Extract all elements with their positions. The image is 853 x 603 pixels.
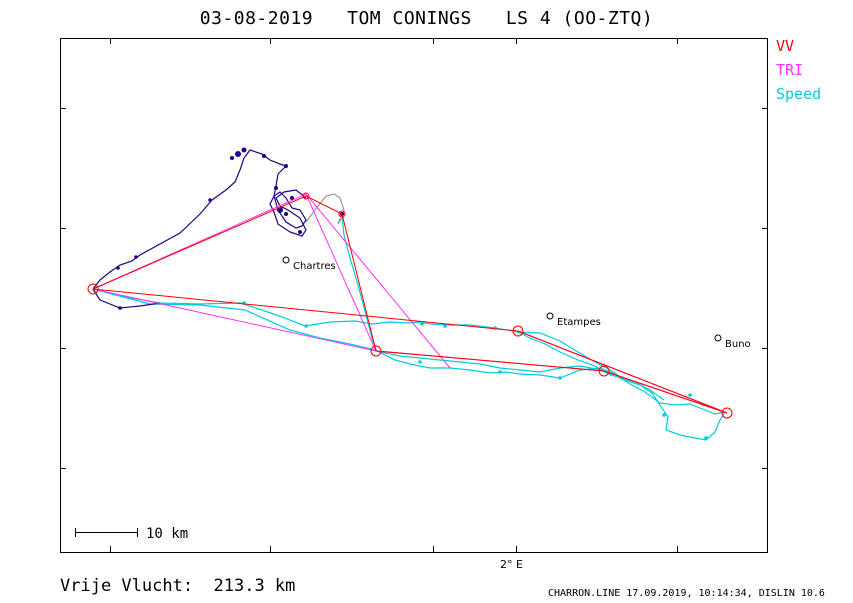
svg-text:Chartres: Chartres bbox=[293, 261, 336, 272]
legend-vv: VV bbox=[776, 37, 795, 55]
glide-track bbox=[305, 193, 345, 225]
speed-dots bbox=[242, 301, 708, 440]
climb-dots bbox=[116, 147, 344, 310]
longitude-label: 2° E bbox=[500, 558, 523, 571]
turnpoints bbox=[87, 192, 733, 419]
tri-route-diag bbox=[305, 193, 451, 369]
place-etampes: Etampes bbox=[546, 312, 601, 328]
scale-bar bbox=[75, 528, 138, 537]
speed-track-return bbox=[517, 331, 665, 401]
place-chartres: Chartres bbox=[282, 256, 336, 272]
map-frame bbox=[60, 38, 768, 553]
svg-text:Etampes: Etampes bbox=[557, 317, 601, 328]
page-title: 03-08-2019 TOM CONINGS LS 4 (OO-ZTQ) bbox=[199, 8, 654, 29]
speed-track-leg bbox=[341, 215, 613, 377]
frame-ticks bbox=[60, 38, 768, 552]
scale-label: 10 km bbox=[146, 526, 188, 542]
speed-track-inner bbox=[92, 288, 726, 415]
place-buno: Buno bbox=[714, 334, 751, 350]
speed-track bbox=[92, 288, 726, 441]
free-flight-distance: Vrije Vlucht: 213.3 km bbox=[60, 576, 296, 596]
legend-tri: TRI bbox=[776, 61, 804, 79]
tri-route-leg bbox=[92, 288, 377, 352]
legend-speed: Speed bbox=[776, 85, 822, 103]
legend: VV TRI Speed bbox=[776, 34, 821, 106]
climb-track bbox=[92, 149, 307, 290]
svg-text:Buno: Buno bbox=[725, 339, 751, 350]
footer-info: CHARRON.LINE 17.09.2019, 10:14:34, DISLI… bbox=[548, 588, 825, 599]
vv-route bbox=[92, 195, 728, 414]
